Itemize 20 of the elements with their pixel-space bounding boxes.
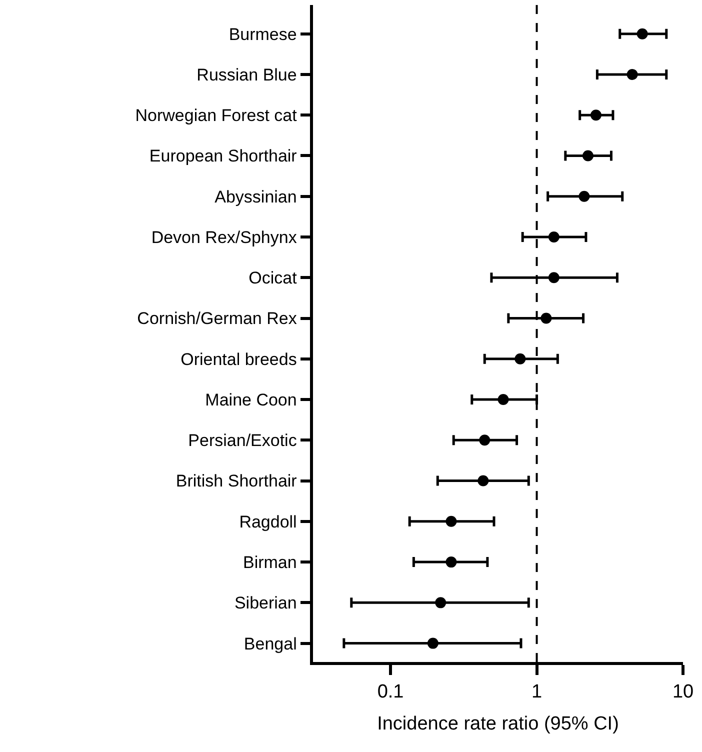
y-tick-label: Ragdoll [239,512,297,532]
y-tick-label: Persian/Exotic [188,431,298,450]
y-tick-label: Birman [242,553,297,572]
x-tick-label: 0.1 [377,682,404,703]
y-tick-label: Siberian [234,594,297,613]
y-tick-label: Burmese [228,24,297,44]
y-tick-label: Devon Rex/Sphynx [151,228,298,247]
y-tick-label: Abyssinian [214,187,297,206]
x-tick-label: 10 [672,682,694,703]
x-axis-title: Incidence rate ratio (95% CI) [377,713,619,734]
y-tick-label: Bengal [244,634,297,654]
y-tick-label: Cornish/German Rex [137,309,298,328]
y-tick-label: British Shorthair [176,472,298,491]
y-tick-label: Ocicat [248,268,298,288]
y-tick-label: Oriental breeds [180,350,297,369]
y-tick-label: Maine Coon [205,390,297,410]
y-tick-label: European Shorthair [149,146,298,166]
y-tick-label: Russian Blue [196,65,297,84]
x-tick-label: 1 [531,682,542,703]
y-tick-label: Norwegian Forest cat [135,106,298,126]
